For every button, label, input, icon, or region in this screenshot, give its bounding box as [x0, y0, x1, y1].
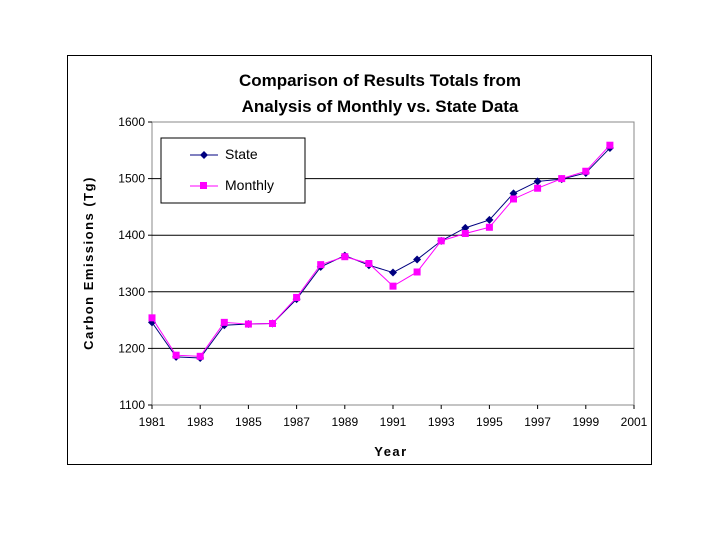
- legend-label-monthly: Monthly: [225, 177, 274, 193]
- x-tick-label: 1991: [380, 415, 407, 429]
- chart-frame: Comparison of Results Totals from Analys…: [67, 55, 652, 465]
- data-point-monthly: [293, 293, 301, 301]
- y-axis-ticks: 1100 1200 1300 1400 1500 1600: [118, 115, 152, 412]
- data-point-monthly: [341, 253, 349, 261]
- data-point-monthly: [196, 352, 204, 360]
- data-point-monthly: [220, 318, 228, 326]
- data-point-monthly: [437, 237, 445, 245]
- legend-state-marker: [200, 151, 208, 159]
- x-tick-label: 1985: [235, 415, 262, 429]
- legend-label-state: State: [225, 146, 258, 162]
- data-point-state: [533, 177, 542, 186]
- data-point-monthly: [461, 230, 469, 238]
- x-tick-label: 1997: [524, 415, 551, 429]
- x-tick-label: 1989: [331, 415, 358, 429]
- x-tick-label: 2001: [621, 415, 648, 429]
- line-chart: Comparison of Results Totals from Analys…: [81, 71, 648, 459]
- x-axis-label: Year: [374, 444, 407, 459]
- data-point-monthly: [172, 351, 180, 359]
- x-tick-label: 1981: [139, 415, 166, 429]
- x-axis-ticks: 1981 1983 1985 1987 1989 1991 1993 1995 1997 1999…: [139, 405, 648, 429]
- y-tick-label: 1300: [118, 285, 145, 299]
- y-tick-label: 1500: [118, 172, 145, 186]
- y-tick-label: 1200: [118, 341, 145, 355]
- legend-box: [160, 137, 306, 204]
- data-point-monthly: [413, 268, 421, 276]
- data-point-state: [509, 189, 518, 198]
- legend-monthly-marker: [200, 182, 207, 189]
- data-point-monthly: [534, 184, 542, 192]
- y-tick-label: 1100: [119, 398, 145, 412]
- data-point-monthly: [389, 282, 397, 290]
- data-point-monthly: [510, 195, 517, 203]
- series-line-monthly: [151, 144, 611, 357]
- data-point-state: [389, 268, 397, 277]
- x-tick-label: 1987: [283, 415, 310, 429]
- chart-title-line-1: Comparison of Results Totals from: [239, 71, 521, 90]
- data-point-state: [485, 215, 494, 224]
- series-layer: [148, 141, 614, 363]
- data-point-monthly: [606, 141, 614, 149]
- data-point-monthly: [244, 320, 252, 328]
- data-point-monthly: [148, 314, 156, 322]
- y-tick-label: 1400: [118, 228, 145, 242]
- data-point-state: [413, 255, 422, 264]
- chart-title-line-2: Analysis of Monthly vs. State Data: [242, 97, 519, 116]
- data-point-monthly: [485, 223, 493, 231]
- data-point-monthly: [317, 261, 325, 269]
- x-tick-label: 1999: [572, 415, 599, 429]
- data-point-state: [461, 223, 470, 232]
- data-point-monthly: [365, 260, 373, 267]
- y-tick-label: 1600: [118, 115, 145, 129]
- data-point-monthly: [582, 167, 590, 175]
- x-tick-label: 1983: [187, 415, 214, 429]
- legend: State Monthly: [160, 137, 306, 204]
- y-axis-label: Carbon Emissions (Tg): [81, 176, 96, 350]
- data-point-monthly: [269, 319, 276, 327]
- x-tick-label: 1995: [476, 415, 503, 429]
- series-line-state: [151, 147, 611, 359]
- x-tick-label: 1993: [428, 415, 455, 429]
- data-point-monthly: [558, 175, 566, 183]
